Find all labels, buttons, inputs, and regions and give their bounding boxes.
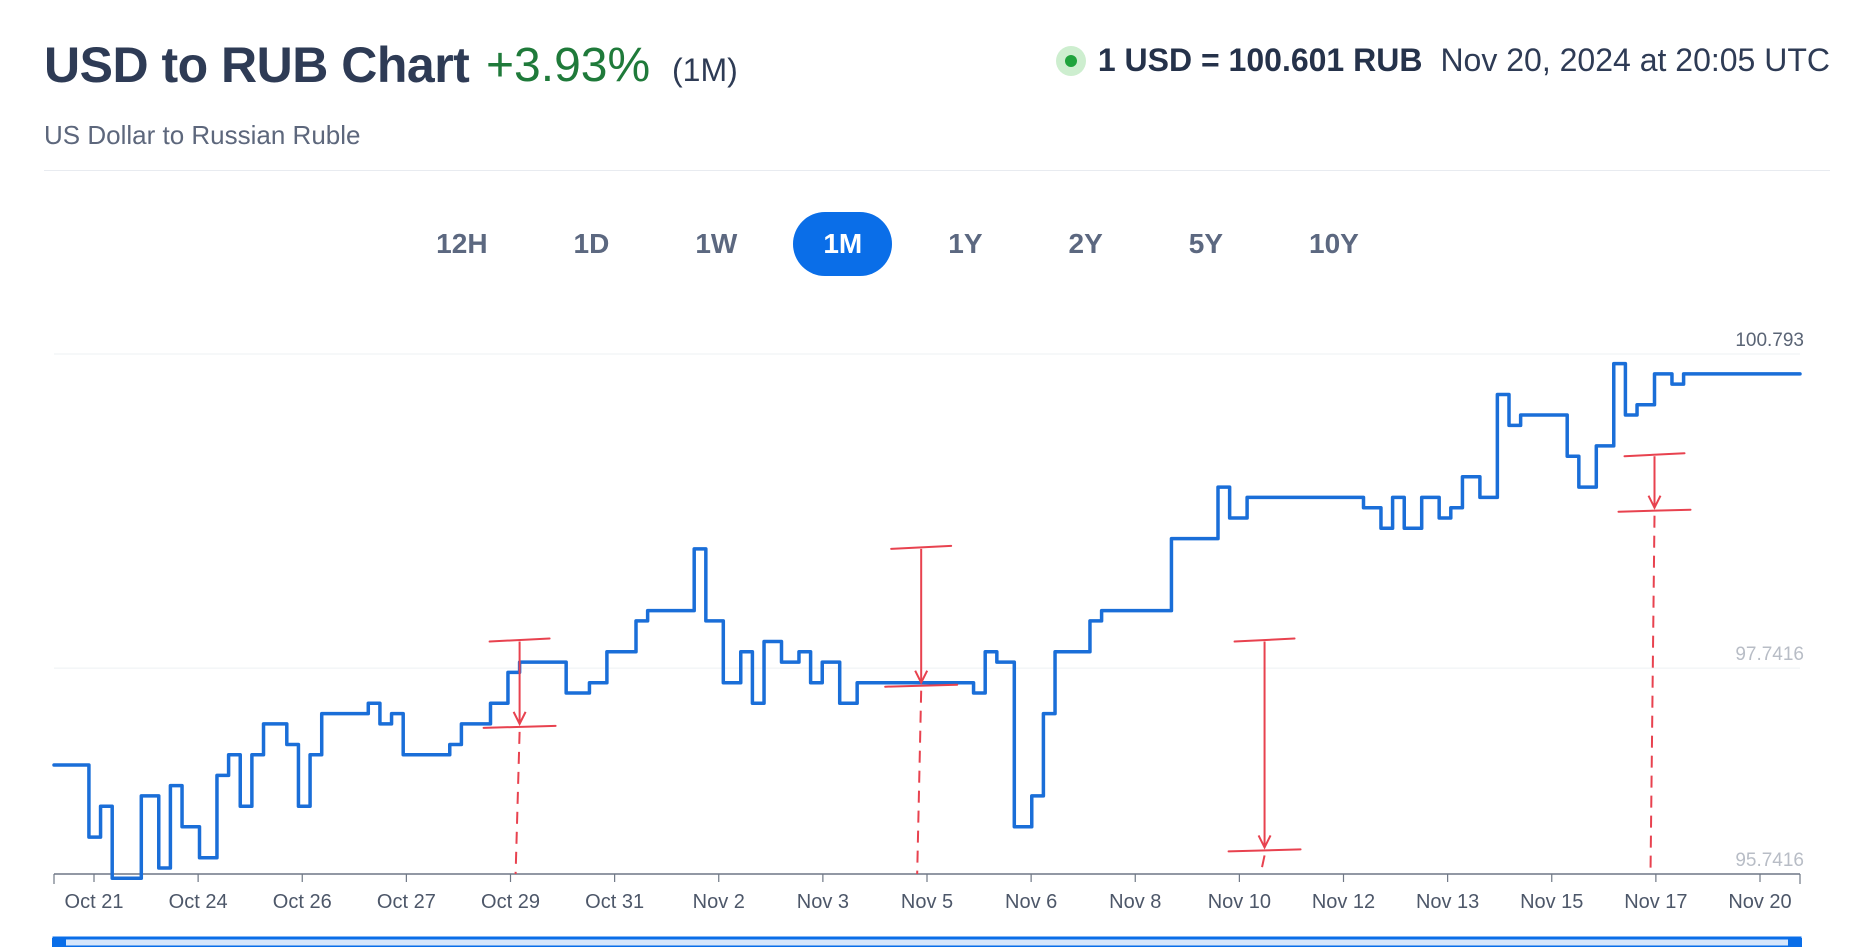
x-axis-label: Oct 31 (585, 891, 644, 913)
x-axis-label: Nov 8 (1109, 891, 1161, 913)
tab-1d[interactable]: 1D (573, 228, 610, 259)
y-axis-label: 97.7416 (1735, 644, 1804, 665)
period-label: (1M) (672, 52, 738, 88)
rate-timestamp: Nov 20, 2024 at 20:05 UTC (1440, 42, 1830, 78)
x-axis-label: Nov 5 (901, 891, 953, 913)
x-axis-label: Nov 13 (1416, 891, 1479, 913)
tab-5y[interactable]: 5Y (1188, 228, 1223, 259)
range-navigator (52, 936, 1802, 947)
x-axis-label: Oct 26 (273, 891, 332, 913)
annotation-bottom-mark (482, 724, 557, 729)
tab-12h[interactable]: 12H (436, 228, 488, 259)
x-axis-label: Nov 20 (1728, 891, 1791, 913)
x-axis-label: Nov 12 (1312, 891, 1375, 913)
chart-header: USD to RUB Chart +3.93% (1M) US Dollar t… (44, 30, 1830, 150)
annotation-arrowhead (914, 670, 929, 685)
annotation-dashed-line (514, 731, 521, 875)
y-axis-label: 95.7416 (1735, 850, 1804, 871)
annotation-top-mark (488, 637, 551, 643)
series-line (52, 361, 1802, 881)
live-rate: 1 USD = 100.601 RUB Nov 20, 2024 at 20:0… (1055, 42, 1830, 79)
tab-1y[interactable]: 1Y (948, 228, 983, 259)
annotation-arrowhead (1647, 495, 1662, 510)
x-axis-label: Oct 27 (377, 891, 436, 913)
annotation-bottom-mark (1227, 848, 1302, 853)
x-axis-label: Nov 2 (693, 891, 745, 913)
x-axis-label: Nov 10 (1208, 891, 1271, 913)
tab-10y[interactable]: 10Y (1309, 228, 1359, 259)
annotation-top-mark (890, 544, 953, 550)
page-title: USD to RUB Chart (44, 37, 470, 93)
annotation-arrowhead (1257, 834, 1272, 850)
tab-1m[interactable]: 1M (793, 212, 893, 276)
annotation-top-mark (1623, 452, 1686, 458)
annotation-top-mark (1233, 637, 1296, 643)
live-status-icon (1055, 45, 1086, 76)
range-handle-right (1788, 938, 1802, 947)
header-divider (44, 170, 1830, 171)
annotation-dashed-line (1649, 515, 1656, 875)
annotation-arrowhead (512, 711, 527, 727)
rate-value: 1 USD = 100.601 RUB (1097, 42, 1423, 78)
tab-1w[interactable]: 1W (695, 228, 738, 259)
range-tabs: 12H 1D 1W 1M 1Y 2Y 5Y 10Y (0, 212, 1875, 276)
range-handle-left (52, 938, 66, 947)
percent-change: +3.93% (486, 39, 651, 92)
page-subtitle: US Dollar to Russian Ruble (44, 120, 361, 150)
x-axis-label: Oct 29 (481, 891, 540, 913)
annotation-bottom-mark (1617, 508, 1692, 513)
x-axis-label: Nov 6 (1005, 891, 1057, 913)
x-axis-label: Oct 24 (169, 891, 228, 913)
x-axis-label: Nov 3 (797, 891, 849, 913)
annotation-dashed-line (1259, 855, 1266, 875)
tab-2y[interactable]: 2Y (1068, 228, 1103, 259)
y-axis-label: 100.793 (1735, 330, 1804, 351)
x-axis-label: Nov 15 (1520, 891, 1583, 913)
x-axis-label: Nov 17 (1624, 891, 1687, 913)
x-axis-label: Oct 21 (65, 891, 124, 913)
annotation-dashed-line (916, 690, 923, 875)
annotation-bottom-mark (884, 683, 959, 688)
